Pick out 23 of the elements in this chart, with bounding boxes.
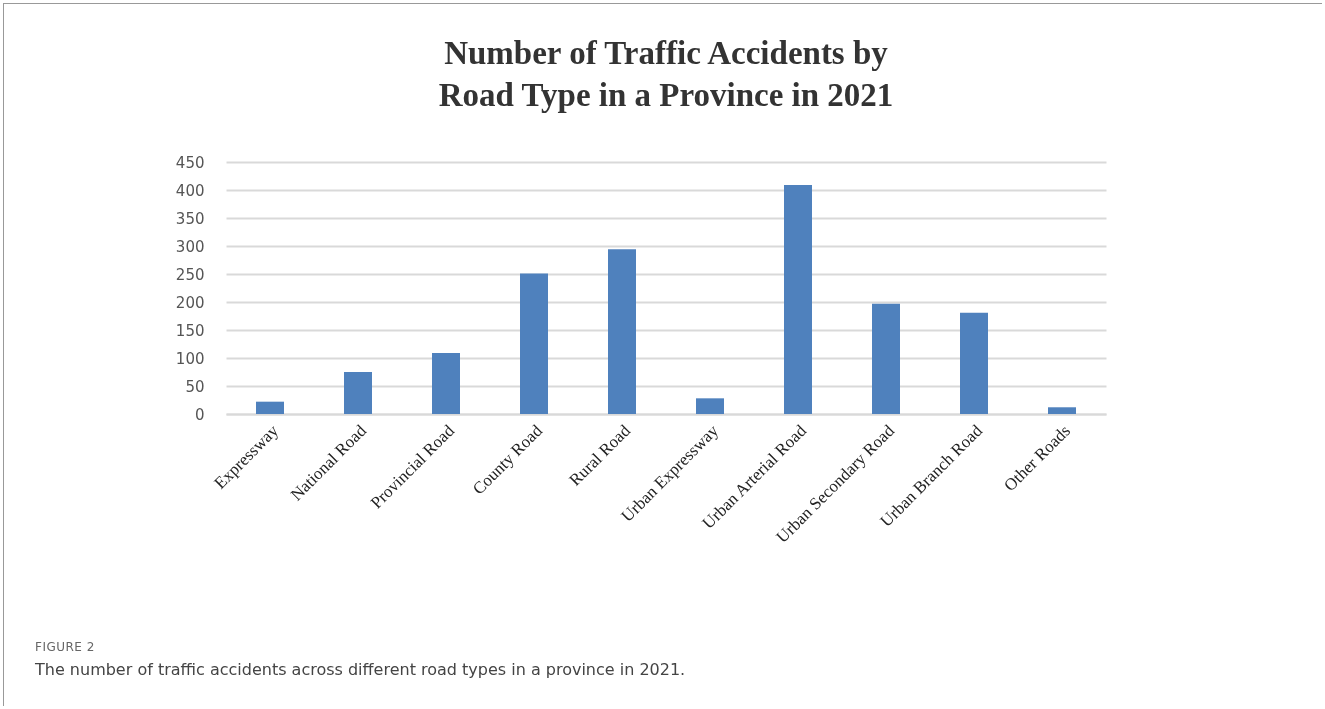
bar: [344, 372, 372, 414]
bar: [1048, 407, 1076, 414]
bar: [960, 312, 988, 414]
bar: [256, 401, 284, 414]
y-tick-label: 150: [175, 321, 205, 340]
y-tick-label: 250: [175, 265, 205, 284]
y-tick-label: 300: [175, 237, 205, 256]
y-tick-label: 400: [175, 181, 205, 200]
bar: [872, 303, 900, 414]
text: The number of traffic accidents across different road types in a province in 2021.: [35, 660, 686, 679]
y-tick-label: 0: [194, 405, 205, 424]
bar: [608, 249, 636, 414]
y-tick-label: 450: [175, 153, 205, 172]
y-tick-label: 350: [175, 209, 205, 228]
bar: [784, 184, 812, 414]
caption: FIGURE 2: [35, 640, 96, 654]
y-tick-label: 50: [185, 377, 205, 396]
bar: [696, 398, 724, 414]
y-tick-label: 100: [175, 349, 205, 368]
bar: [520, 273, 548, 414]
chart-title: Number of Traffic Accidents by Road Type in a Province in 2021: [438, 35, 894, 113]
bar: [432, 352, 460, 414]
y-tick-label: 200: [175, 293, 205, 312]
